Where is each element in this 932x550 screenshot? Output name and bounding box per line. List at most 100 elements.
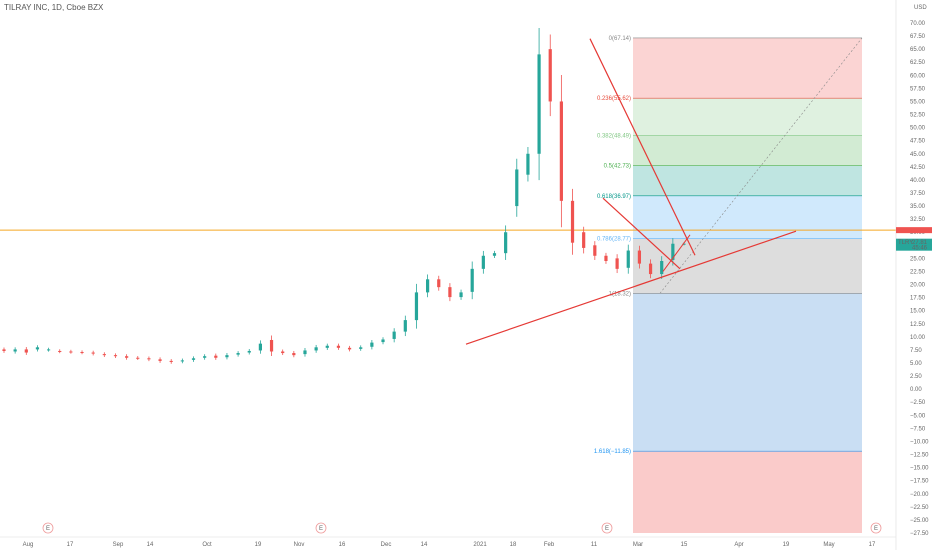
earnings-marker-label: E (874, 526, 878, 532)
x-tick-label: Sep (113, 542, 124, 548)
earnings-marker (870, 522, 882, 534)
y-tick-label: 22.50 (910, 269, 926, 275)
y-tick-label: 10.00 (910, 335, 926, 341)
fib-level-label: 0(67.14) (609, 36, 631, 42)
y-tick-label: 42.50 (910, 165, 926, 171)
fib-zone (633, 37, 862, 99)
x-tick-label: 14 (147, 542, 154, 548)
candle-body (593, 245, 597, 256)
x-tick-label: 17 (67, 542, 74, 548)
y-tick-label: 47.50 (910, 139, 926, 145)
candle-body (392, 331, 396, 339)
x-tick-label: 15 (681, 542, 688, 548)
earnings-marker (42, 522, 54, 534)
candle-body (626, 250, 630, 268)
y-axis-bg (896, 0, 932, 550)
y-tick-label: 7.50 (910, 348, 922, 354)
candle-body (370, 342, 374, 347)
candle-body (548, 49, 552, 102)
y-tick-label: 20.00 (910, 283, 926, 289)
x-tick-label: 11 (591, 542, 598, 548)
y-tick-label: 17.50 (910, 296, 926, 302)
earnings-marker-label: E (46, 526, 50, 532)
candle-body (269, 339, 274, 352)
candle-body (582, 232, 586, 248)
candle-body (314, 347, 318, 351)
y-tick-label: 30.00 (910, 230, 926, 236)
candle-body (58, 350, 62, 352)
x-tick-label: 19 (255, 542, 262, 548)
y-tick-label: 70.00 (910, 21, 926, 27)
candle-body (336, 345, 341, 348)
x-tick-label: Oct (202, 542, 212, 548)
y-tick-label: −20.00 (910, 492, 929, 498)
candle-body (615, 258, 619, 269)
y-tick-label: −25.00 (910, 518, 929, 524)
candle-body (481, 255, 485, 269)
y-tick-label: 52.50 (910, 113, 926, 119)
candle-body (191, 358, 196, 360)
candle-body (24, 349, 28, 353)
candle-body (515, 169, 519, 207)
candle-body (236, 353, 240, 355)
candle-body (660, 261, 664, 275)
x-tick-label: Dec (381, 542, 392, 548)
earnings-marker (315, 522, 327, 534)
x-tick-label: 17 (869, 542, 876, 548)
currency-label: USD (914, 5, 927, 11)
x-tick-label: 19 (783, 542, 790, 548)
fib-level-label: 0.236(55.62) (597, 96, 631, 102)
x-tick-label: 14 (421, 542, 428, 548)
fib-level-label: 0.5(42.73) (604, 164, 631, 170)
fib-zone (633, 135, 862, 166)
y-tick-label: 0.00 (910, 387, 922, 393)
trendline-resistance (589, 38, 696, 256)
candle-body (648, 263, 653, 275)
y-tick-label: 32.50 (910, 217, 926, 223)
candle-body (359, 347, 363, 349)
hline-badge (896, 227, 932, 234)
candle-body (292, 353, 296, 356)
candle-body (225, 355, 229, 358)
candle-body (247, 350, 251, 353)
candle-body (46, 349, 51, 351)
y-tick-label: −27.50 (910, 531, 929, 537)
candle-body (180, 360, 184, 362)
x-tick-label: 18 (510, 542, 517, 548)
y-tick-label: 50.00 (910, 126, 926, 132)
candle-body (69, 351, 73, 353)
price-badge-secondary: 45:46 (912, 246, 928, 252)
earnings-marker-label: E (319, 526, 323, 532)
candle-body (403, 320, 407, 332)
candle-body (526, 153, 530, 175)
candle-body (169, 360, 173, 362)
x-tick-label: May (823, 542, 834, 548)
y-tick-label: 62.50 (910, 60, 926, 66)
y-tick-label: 12.50 (910, 322, 926, 328)
candle-body (381, 339, 385, 343)
candle-body (537, 54, 541, 154)
fib-zone (633, 451, 862, 533)
candle-body (504, 232, 508, 254)
candle-body (682, 243, 686, 245)
y-tick-label: −7.50 (910, 426, 926, 432)
candle-body (671, 243, 675, 260)
candle-body (136, 357, 140, 359)
fib-level-label: 0.786(28.77) (597, 237, 631, 243)
fib-zone (633, 195, 862, 239)
y-tick-label: 2.50 (910, 374, 922, 380)
price-badge-symbol: TLRY (898, 240, 913, 246)
candle-body (203, 356, 207, 358)
y-tick-label: −12.50 (910, 453, 929, 459)
candle-body (325, 345, 329, 348)
y-tick-label: 37.50 (910, 191, 926, 197)
candle-body (102, 354, 106, 356)
y-tick-label: 55.00 (910, 99, 926, 105)
y-tick-label: 60.00 (910, 73, 926, 79)
fib-zone (633, 293, 862, 452)
candle-body (80, 352, 84, 354)
y-tick-label: −10.00 (910, 439, 929, 445)
fib-zone (633, 165, 862, 196)
fib-level-label: 0.618(36.97) (597, 194, 631, 200)
y-tick-label: 40.00 (910, 178, 926, 184)
